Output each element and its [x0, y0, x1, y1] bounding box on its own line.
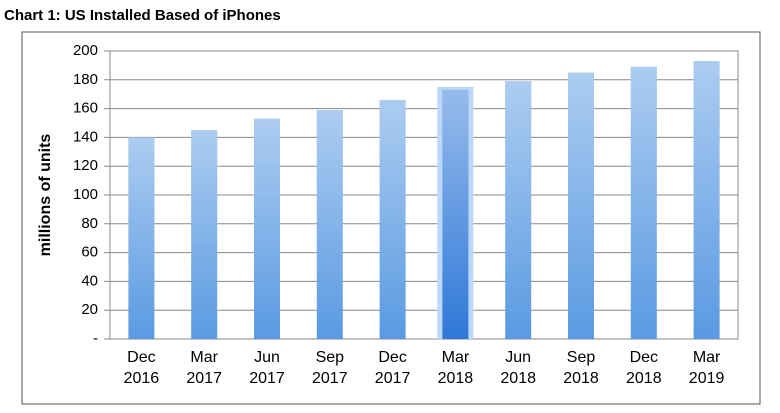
x-tick-label: Sep 2018 [563, 349, 599, 387]
y-tick-label: 60 [81, 244, 98, 261]
bar-shine [316, 110, 343, 339]
chart-title: Chart 1: US Installed Based of iPhones [4, 7, 281, 24]
x-tick-label: Dec 2017 [374, 349, 411, 387]
chart-frame [21, 31, 761, 405]
x-tick-label: Mar 2017 [186, 349, 222, 387]
bar-shine [568, 72, 594, 339]
x-tick-label: Sep 2017 [312, 349, 348, 387]
y-tick-label: 40 [81, 272, 98, 289]
y-tick-label: - [93, 330, 98, 347]
y-tick-label: 120 [73, 157, 98, 174]
bar-shine [505, 81, 532, 340]
bar-shine [191, 130, 218, 339]
x-tick-label: Dec 2016 [123, 349, 160, 387]
bar-shine [379, 99, 406, 340]
y-tick-label: 20 [81, 301, 98, 318]
y-tick-label: 200 [73, 42, 98, 59]
x-tick-label: Dec 2018 [626, 349, 662, 387]
bar-shine [254, 118, 280, 340]
x-tick-label: Jun 2017 [249, 349, 285, 387]
y-axis-label: millions of units [37, 134, 54, 257]
y-tick-label: 180 [73, 71, 98, 88]
x-tick-label: Mar 2019 [688, 349, 725, 387]
y-tick-label: 160 [73, 100, 98, 117]
bar-shine [128, 137, 155, 339]
bar-shine [693, 61, 720, 340]
bar-shine [630, 66, 657, 339]
y-tick-label: 80 [81, 215, 98, 232]
y-tick-label: 140 [73, 128, 98, 145]
y-tick-label: 100 [73, 186, 98, 203]
x-tick-label: Jun 2018 [500, 349, 536, 387]
bar-shine [442, 89, 469, 339]
x-tick-label: Mar 2018 [437, 349, 474, 387]
